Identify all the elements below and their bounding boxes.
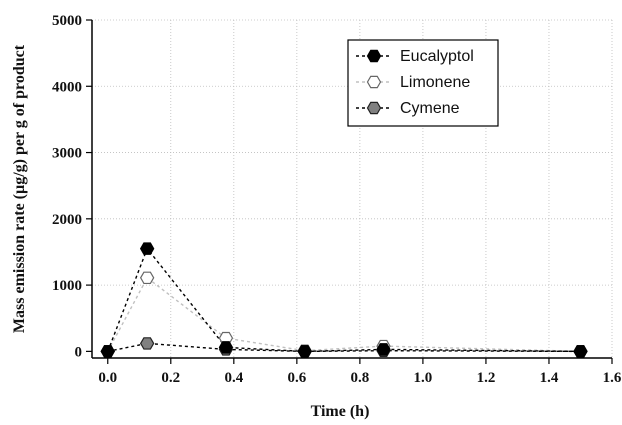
markers-eucalyptol — [100, 242, 588, 358]
y-tick-label: 3000 — [52, 146, 82, 162]
series-layer — [100, 242, 588, 358]
series-line-cymene — [107, 342, 581, 353]
grid — [92, 19, 613, 358]
series-cymene — [107, 342, 581, 353]
data-point-cymene — [139, 337, 155, 350]
data-point-limonene — [139, 271, 155, 285]
series-eucalyptol — [107, 247, 581, 353]
x-tick-label: 0.0 — [98, 370, 117, 386]
data-point-eucalyptol — [297, 345, 312, 358]
legend-marker-limonene — [366, 75, 382, 89]
x-tick-label: 1.4 — [540, 370, 559, 386]
series-line-limonene — [107, 276, 581, 353]
legend-label-cymene: Cymene — [400, 100, 460, 117]
y-tick-label: 1000 — [52, 278, 82, 294]
data-point-eucalyptol — [218, 341, 234, 354]
axes: 0.0 0.2 0.4 0.6 0.8 1.0 1.2 1.4 1.6 0 1000 2000 3000… — [11, 13, 622, 420]
legend-marker-eucalyptol — [366, 49, 382, 63]
x-tick-label: 1.2 — [477, 370, 496, 386]
data-point-eucalyptol — [376, 343, 391, 356]
markers-cymene — [100, 337, 588, 358]
data-point-eucalyptol — [573, 345, 588, 358]
series-limonene — [107, 276, 581, 353]
x-tick-label: 0.2 — [161, 370, 180, 386]
y-tick-label: 0 — [75, 344, 83, 360]
data-point-eucalyptol — [139, 242, 155, 255]
series-line-eucalyptol — [107, 247, 581, 353]
x-tick-label: 1.6 — [603, 370, 622, 386]
y-tick-label: 2000 — [52, 212, 82, 228]
legend: Eucalyptol Limonene Cymene — [347, 39, 499, 127]
x-tick-label: 0.8 — [351, 370, 370, 386]
x-tick-label: 0.4 — [224, 370, 243, 386]
legend-label-eucalyptol: Eucalyptol — [400, 48, 474, 65]
y-axis-title: Mass emission rate (µg/g) per g of produ… — [11, 44, 28, 333]
legend-label-limonene: Limonene — [400, 74, 470, 91]
data-point-eucalyptol — [100, 345, 115, 358]
x-tick-label: 1.0 — [414, 370, 433, 386]
legend-marker-cymene — [366, 101, 382, 115]
y-tick-label: 5000 — [52, 13, 82, 29]
x-axis-title: Time (h) — [311, 403, 370, 420]
y-tick-label: 4000 — [52, 79, 82, 95]
x-tick-label: 0.6 — [287, 370, 306, 386]
